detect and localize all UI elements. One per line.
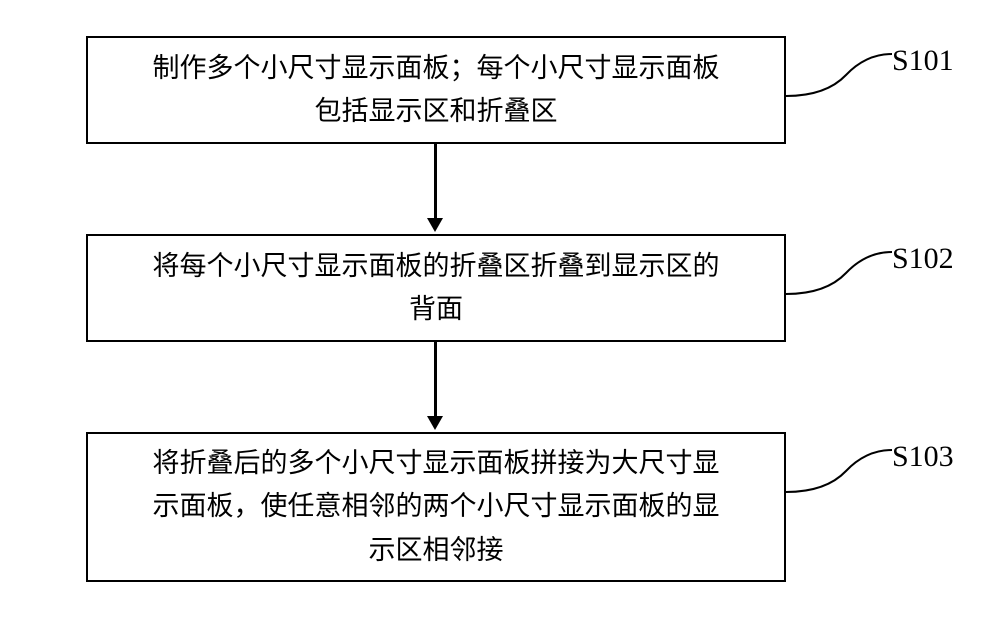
step-2-label-connector xyxy=(786,248,892,298)
step-1-line-1: 制作多个小尺寸显示面板；每个小尺寸显示面板 xyxy=(153,53,720,83)
step-3-label-connector xyxy=(786,446,892,496)
arrow-1-line xyxy=(434,144,437,220)
step-3-line-2: 示面板，使任意相邻的两个小尺寸显示面板的显 xyxy=(153,491,720,521)
step-2-label: S102 xyxy=(892,242,954,276)
step-3-label: S103 xyxy=(892,440,954,474)
step-1-label-connector xyxy=(786,50,892,100)
flowchart-step-1: 制作多个小尺寸显示面板；每个小尺寸显示面板 包括显示区和折叠区 xyxy=(86,36,786,144)
step-3-text: 将折叠后的多个小尺寸显示面板拼接为大尺寸显 示面板，使任意相邻的两个小尺寸显示面… xyxy=(153,442,720,572)
flowchart-step-3: 将折叠后的多个小尺寸显示面板拼接为大尺寸显 示面板，使任意相邻的两个小尺寸显示面… xyxy=(86,432,786,582)
step-2-text: 将每个小尺寸显示面板的折叠区折叠到显示区的 背面 xyxy=(153,245,720,331)
step-1-text: 制作多个小尺寸显示面板；每个小尺寸显示面板 包括显示区和折叠区 xyxy=(153,47,720,133)
step-1-label: S101 xyxy=(892,44,954,78)
arrow-2-head xyxy=(427,416,443,430)
flowchart-step-2: 将每个小尺寸显示面板的折叠区折叠到显示区的 背面 xyxy=(86,234,786,342)
step-3-line-3: 示区相邻接 xyxy=(369,535,504,565)
step-2-line-2: 背面 xyxy=(409,294,463,324)
step-3-line-1: 将折叠后的多个小尺寸显示面板拼接为大尺寸显 xyxy=(153,448,720,478)
step-1-line-2: 包括显示区和折叠区 xyxy=(315,96,558,126)
arrow-2-line xyxy=(434,342,437,418)
step-2-line-1: 将每个小尺寸显示面板的折叠区折叠到显示区的 xyxy=(153,251,720,281)
arrow-1-head xyxy=(427,218,443,232)
